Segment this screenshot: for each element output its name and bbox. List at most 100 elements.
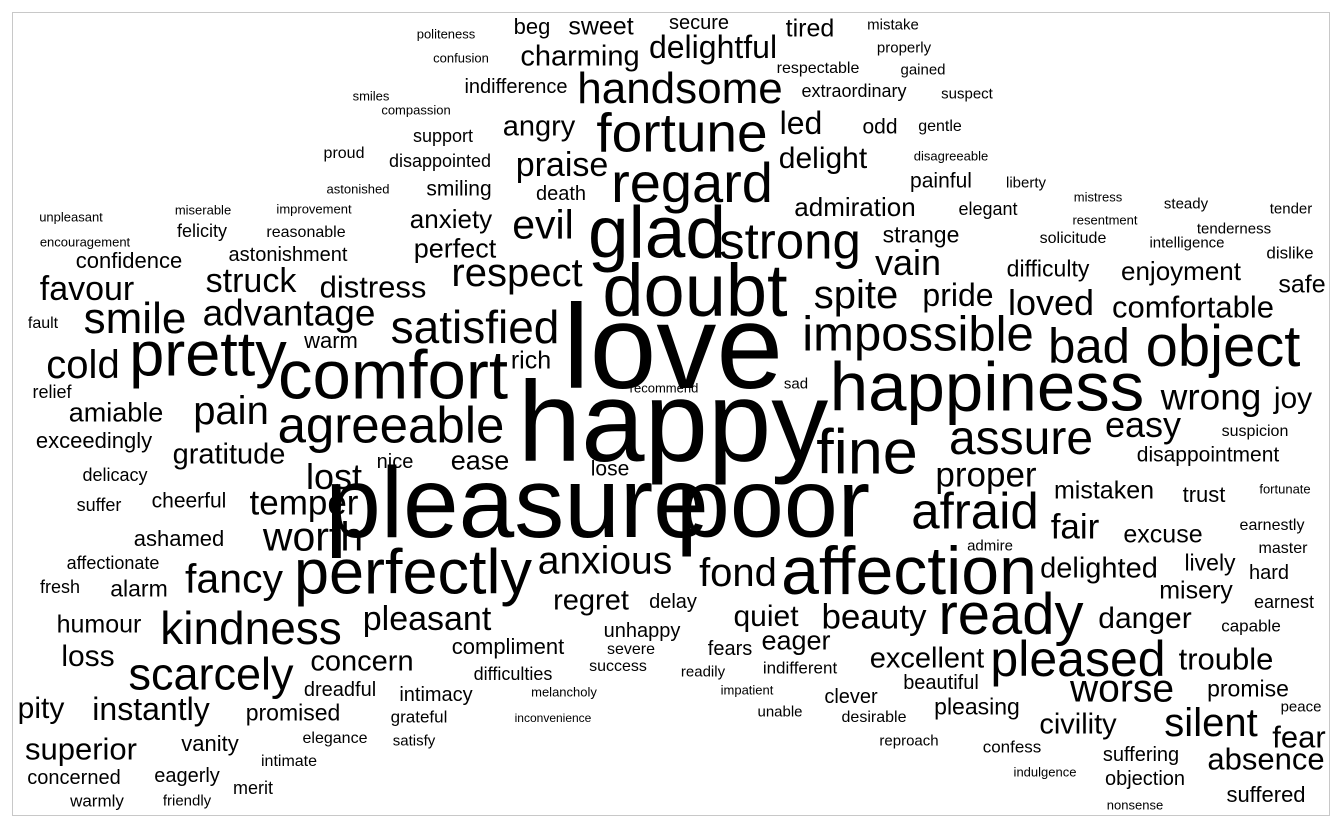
word-compliment: compliment bbox=[451, 634, 565, 659]
word-ashamed: ashamed bbox=[133, 526, 225, 551]
word-assure: assure bbox=[948, 412, 1094, 465]
word-sad: sad bbox=[783, 375, 809, 393]
word-delicacy: delicacy bbox=[82, 465, 148, 485]
word-resentment: resentment bbox=[1072, 212, 1138, 228]
word-master: master bbox=[1258, 540, 1308, 557]
word-desirable: desirable bbox=[841, 709, 907, 726]
word-lose: lose bbox=[590, 457, 630, 481]
word-concerned: concerned bbox=[27, 767, 121, 789]
word-anxious: anxious bbox=[537, 539, 673, 583]
word-love: love bbox=[562, 280, 784, 414]
word-poor: poor bbox=[675, 448, 871, 558]
word-exceedingly: exceedingly bbox=[35, 428, 153, 453]
word-fond: fond bbox=[699, 551, 777, 595]
word-proud: proud bbox=[323, 145, 365, 162]
word-happiness: happiness bbox=[829, 348, 1145, 426]
word-merit: merit bbox=[233, 778, 273, 798]
word-charming: charming bbox=[520, 40, 640, 73]
word-worse: worse bbox=[1069, 667, 1175, 711]
word-concern: concern bbox=[310, 645, 414, 678]
word-melancholy: melancholy bbox=[531, 684, 597, 700]
word-gentle: gentle bbox=[918, 118, 962, 135]
word-fancy: fancy bbox=[185, 555, 283, 602]
word-admire: admire bbox=[967, 537, 1013, 555]
word-eager: eager bbox=[761, 625, 831, 656]
word-happy: happy bbox=[517, 359, 829, 486]
word-peace: peace bbox=[1280, 698, 1322, 716]
word-death: death bbox=[535, 183, 587, 205]
word-strange: strange bbox=[882, 221, 960, 248]
word-loved: loved bbox=[1007, 282, 1095, 323]
word-lively: lively bbox=[1184, 549, 1236, 576]
word-success: success bbox=[589, 658, 647, 675]
word-difficulties: difficulties bbox=[473, 664, 553, 684]
word-encouragement: encouragement bbox=[39, 234, 131, 250]
word-angry: angry bbox=[502, 110, 576, 143]
word-severe: severe bbox=[606, 641, 656, 658]
word-cold: cold bbox=[46, 343, 120, 387]
word-superior: superior bbox=[25, 731, 137, 767]
word-comfortable: comfortable bbox=[1112, 289, 1274, 325]
word-intelligence: intelligence bbox=[1149, 234, 1225, 252]
word-solicitude: solicitude bbox=[1039, 230, 1107, 247]
word-pleasure: pleasure bbox=[325, 447, 709, 559]
word-smiling: smiling bbox=[426, 177, 492, 201]
word-pity: pity bbox=[17, 692, 65, 725]
word-satisfy: satisfy bbox=[392, 732, 436, 750]
word-readily: readily bbox=[680, 663, 726, 681]
word-advantage: advantage bbox=[202, 292, 376, 334]
word-steady: steady bbox=[1163, 195, 1209, 213]
word-elegance: elegance bbox=[302, 730, 368, 747]
word-favour: favour bbox=[39, 270, 135, 308]
word-object: object bbox=[1145, 314, 1301, 379]
word-astonished: astonished bbox=[326, 181, 390, 197]
word-clever: clever bbox=[824, 686, 878, 708]
word-civility: civility bbox=[1039, 708, 1117, 741]
word-wrong: wrong bbox=[1160, 376, 1262, 418]
word-affectionate: affectionate bbox=[66, 553, 160, 573]
word-intimacy: intimacy bbox=[399, 684, 473, 706]
word-eagerly: eagerly bbox=[154, 765, 220, 787]
word-spite: spite bbox=[813, 273, 899, 317]
word-quiet: quiet bbox=[733, 600, 799, 633]
word-difficulty: difficulty bbox=[1006, 255, 1090, 282]
word-tenderness: tenderness bbox=[1196, 220, 1272, 238]
word-elegant: elegant bbox=[958, 199, 1018, 219]
word-nonsense: nonsense bbox=[1106, 797, 1164, 813]
word-afraid: afraid bbox=[911, 482, 1039, 540]
word-disappointed: disappointed bbox=[388, 151, 492, 171]
word-smiles: smiles bbox=[352, 88, 390, 104]
word-cheerful: cheerful bbox=[151, 489, 227, 513]
word-tender: tender bbox=[1269, 200, 1313, 218]
word-vain: vain bbox=[874, 242, 942, 283]
word-impatient: impatient bbox=[720, 682, 774, 698]
word-secure: secure bbox=[668, 12, 730, 34]
word-temper: temper bbox=[249, 483, 359, 523]
word-silent: silent bbox=[1164, 701, 1258, 745]
word-pleasing: pleasing bbox=[934, 693, 1020, 720]
word-inconvenience: inconvenience bbox=[514, 711, 592, 725]
word-mistaken: mistaken bbox=[1053, 476, 1155, 505]
word-regret: regret bbox=[553, 584, 629, 617]
word-painful: painful bbox=[910, 169, 972, 193]
word-promise: promise bbox=[1207, 675, 1289, 702]
word-intimate: intimate bbox=[260, 753, 318, 770]
word-easy: easy bbox=[1104, 404, 1182, 445]
word-reproach: reproach bbox=[879, 732, 939, 750]
word-promised: promised bbox=[245, 699, 341, 726]
word-reasonable: reasonable bbox=[266, 224, 346, 241]
word-friendly: friendly bbox=[162, 792, 212, 810]
word-delighted: delighted bbox=[1040, 552, 1158, 585]
word-beauty: beauty bbox=[821, 597, 927, 637]
word-gratitude: gratitude bbox=[172, 438, 286, 471]
word-tired: tired bbox=[785, 14, 835, 43]
word-pleasant: pleasant bbox=[362, 600, 492, 638]
word-earnest: earnest bbox=[1253, 592, 1315, 612]
word-confidence: confidence bbox=[75, 248, 183, 273]
word-dreadful: dreadful bbox=[303, 679, 377, 701]
word-vanity: vanity bbox=[181, 731, 239, 756]
word-delight: delight bbox=[778, 142, 868, 175]
word-perfect: perfect bbox=[413, 233, 497, 264]
word-praise: praise bbox=[515, 146, 609, 184]
word-glad: glad bbox=[587, 192, 727, 274]
